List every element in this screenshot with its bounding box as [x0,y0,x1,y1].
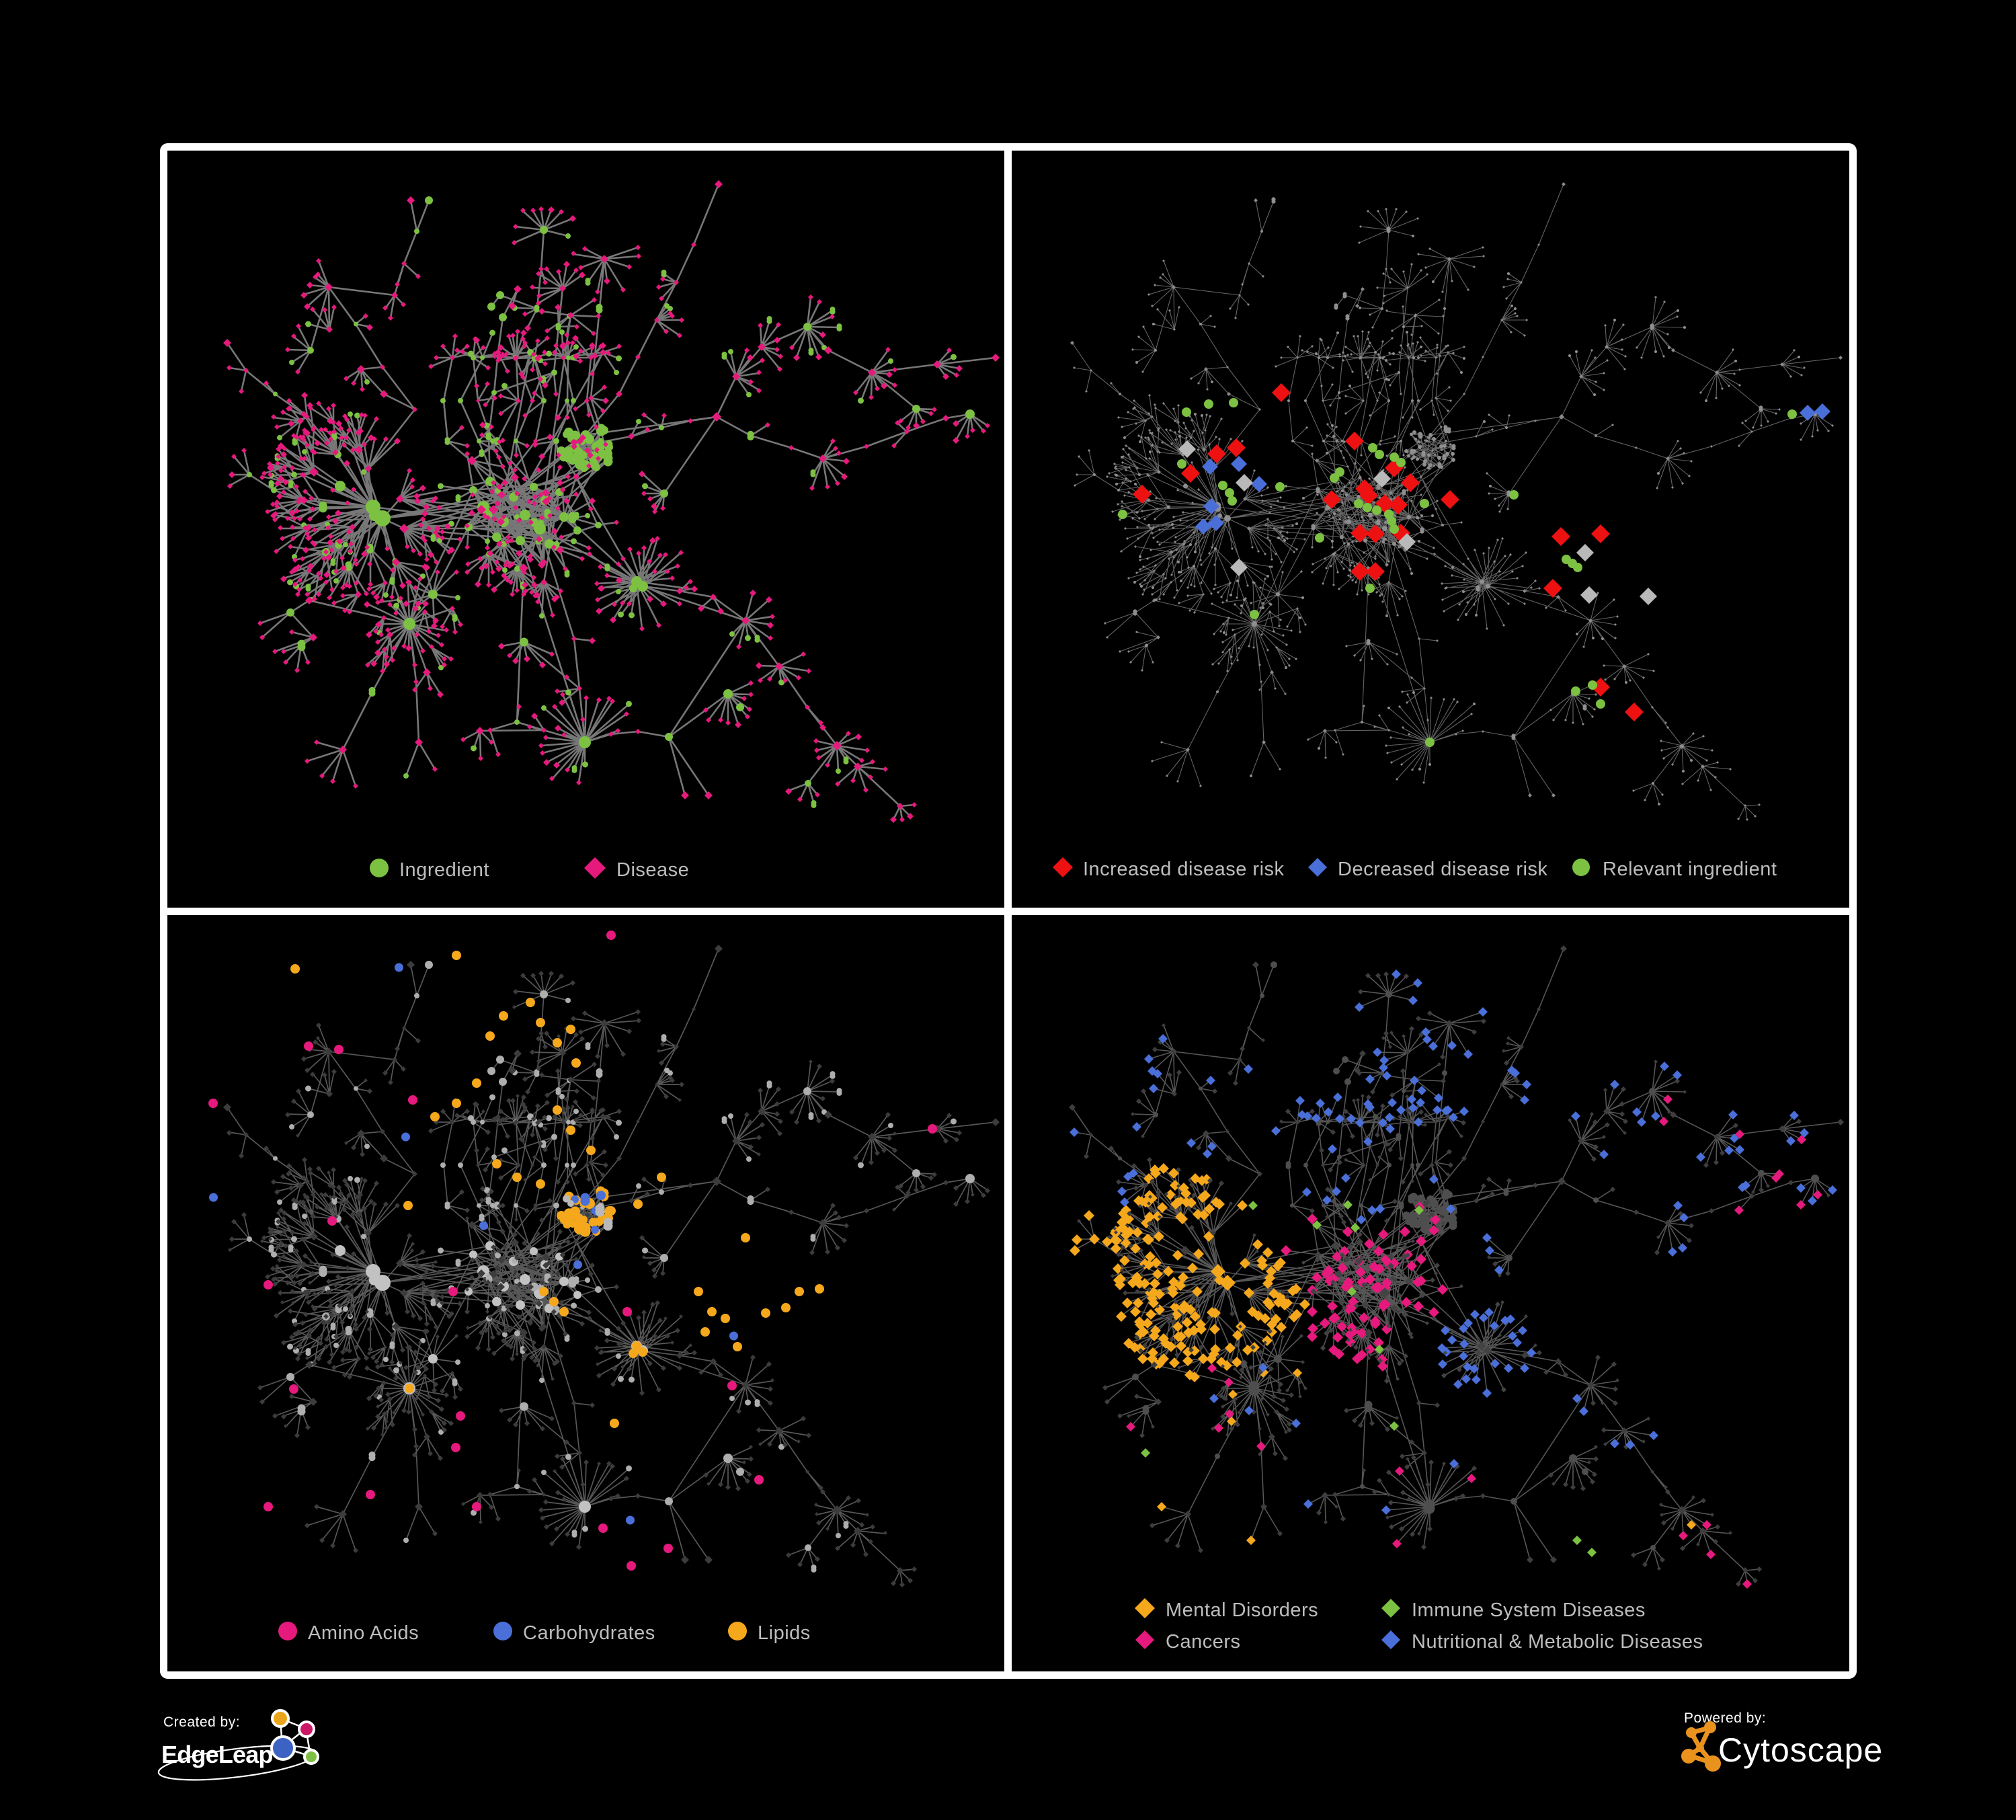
svg-text:Amino Acids: Amino Acids [308,1622,419,1644]
svg-text:Carbohydrates: Carbohydrates [523,1622,655,1644]
svg-text:Decreased disease risk: Decreased disease risk [1338,859,1547,880]
svg-text:Disease: Disease [616,859,689,881]
svg-text:Ingredient: Ingredient [399,859,489,881]
svg-text:Created by:: Created by: [163,1714,240,1730]
svg-text:Increased disease risk: Increased disease risk [1083,859,1285,880]
svg-text:Relevant ingredient: Relevant ingredient [1603,859,1777,880]
svg-text:Lipids: Lipids [758,1622,811,1644]
svg-text:EdgeLeap: EdgeLeap [161,1741,273,1768]
svg-text:Cancers: Cancers [1166,1631,1241,1653]
svg-text:Nutritional & Metabolic Diseas: Nutritional & Metabolic Diseases [1412,1631,1703,1653]
svg-text:Powered by:: Powered by: [1684,1710,1766,1726]
svg-text:Cytoscape: Cytoscape [1718,1731,1883,1769]
svg-text:Immune System Diseases: Immune System Diseases [1412,1599,1646,1621]
svg-text:Mental Disorders: Mental Disorders [1166,1599,1318,1621]
